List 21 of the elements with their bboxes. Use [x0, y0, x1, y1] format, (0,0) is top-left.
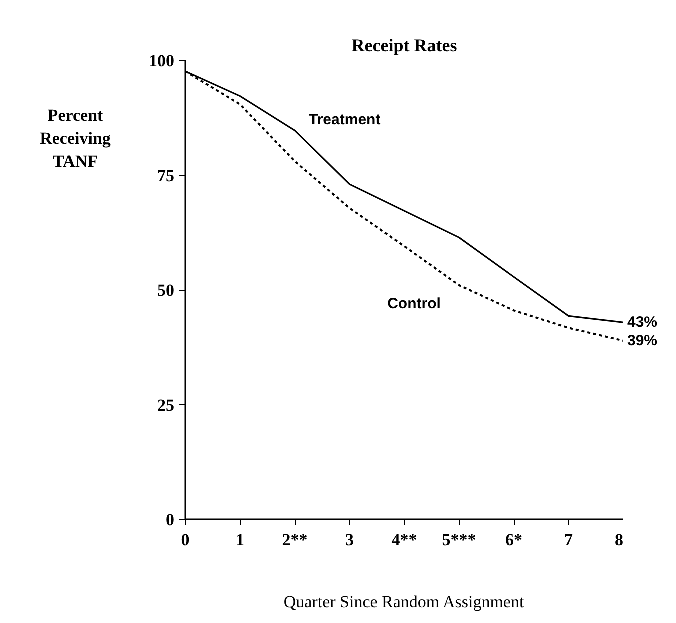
x-tick-label: 6* [506, 530, 522, 550]
x-tick-label: 0 [181, 530, 190, 550]
x-axis-title: Quarter Since Random Assignment [284, 592, 524, 612]
y-tick-label: 75 [158, 166, 174, 186]
x-tick-label: 8 [615, 530, 624, 550]
series-label: Control [388, 295, 441, 312]
x-tick-label: 3 [346, 530, 354, 550]
annotation: 43% [628, 314, 658, 332]
x-tick-label: 7 [564, 530, 574, 550]
series-label: Treatment [309, 112, 381, 129]
annotation: 39% [628, 332, 658, 350]
y-tick-label: 50 [158, 281, 174, 300]
y-tick-label: 25 [158, 396, 174, 415]
x-tick-label: 2** [282, 530, 308, 550]
chart-title: Receipt Rates [352, 36, 458, 56]
x-tick-label: 5*** [442, 530, 476, 550]
y-tick-label: 100 [149, 52, 174, 70]
y-tick-label: 0 [166, 510, 174, 530]
x-tick-label: 1 [236, 530, 244, 550]
x-tick-label: 4** [392, 530, 418, 550]
y-axis-title: Percent Receiving TANF [40, 106, 112, 171]
